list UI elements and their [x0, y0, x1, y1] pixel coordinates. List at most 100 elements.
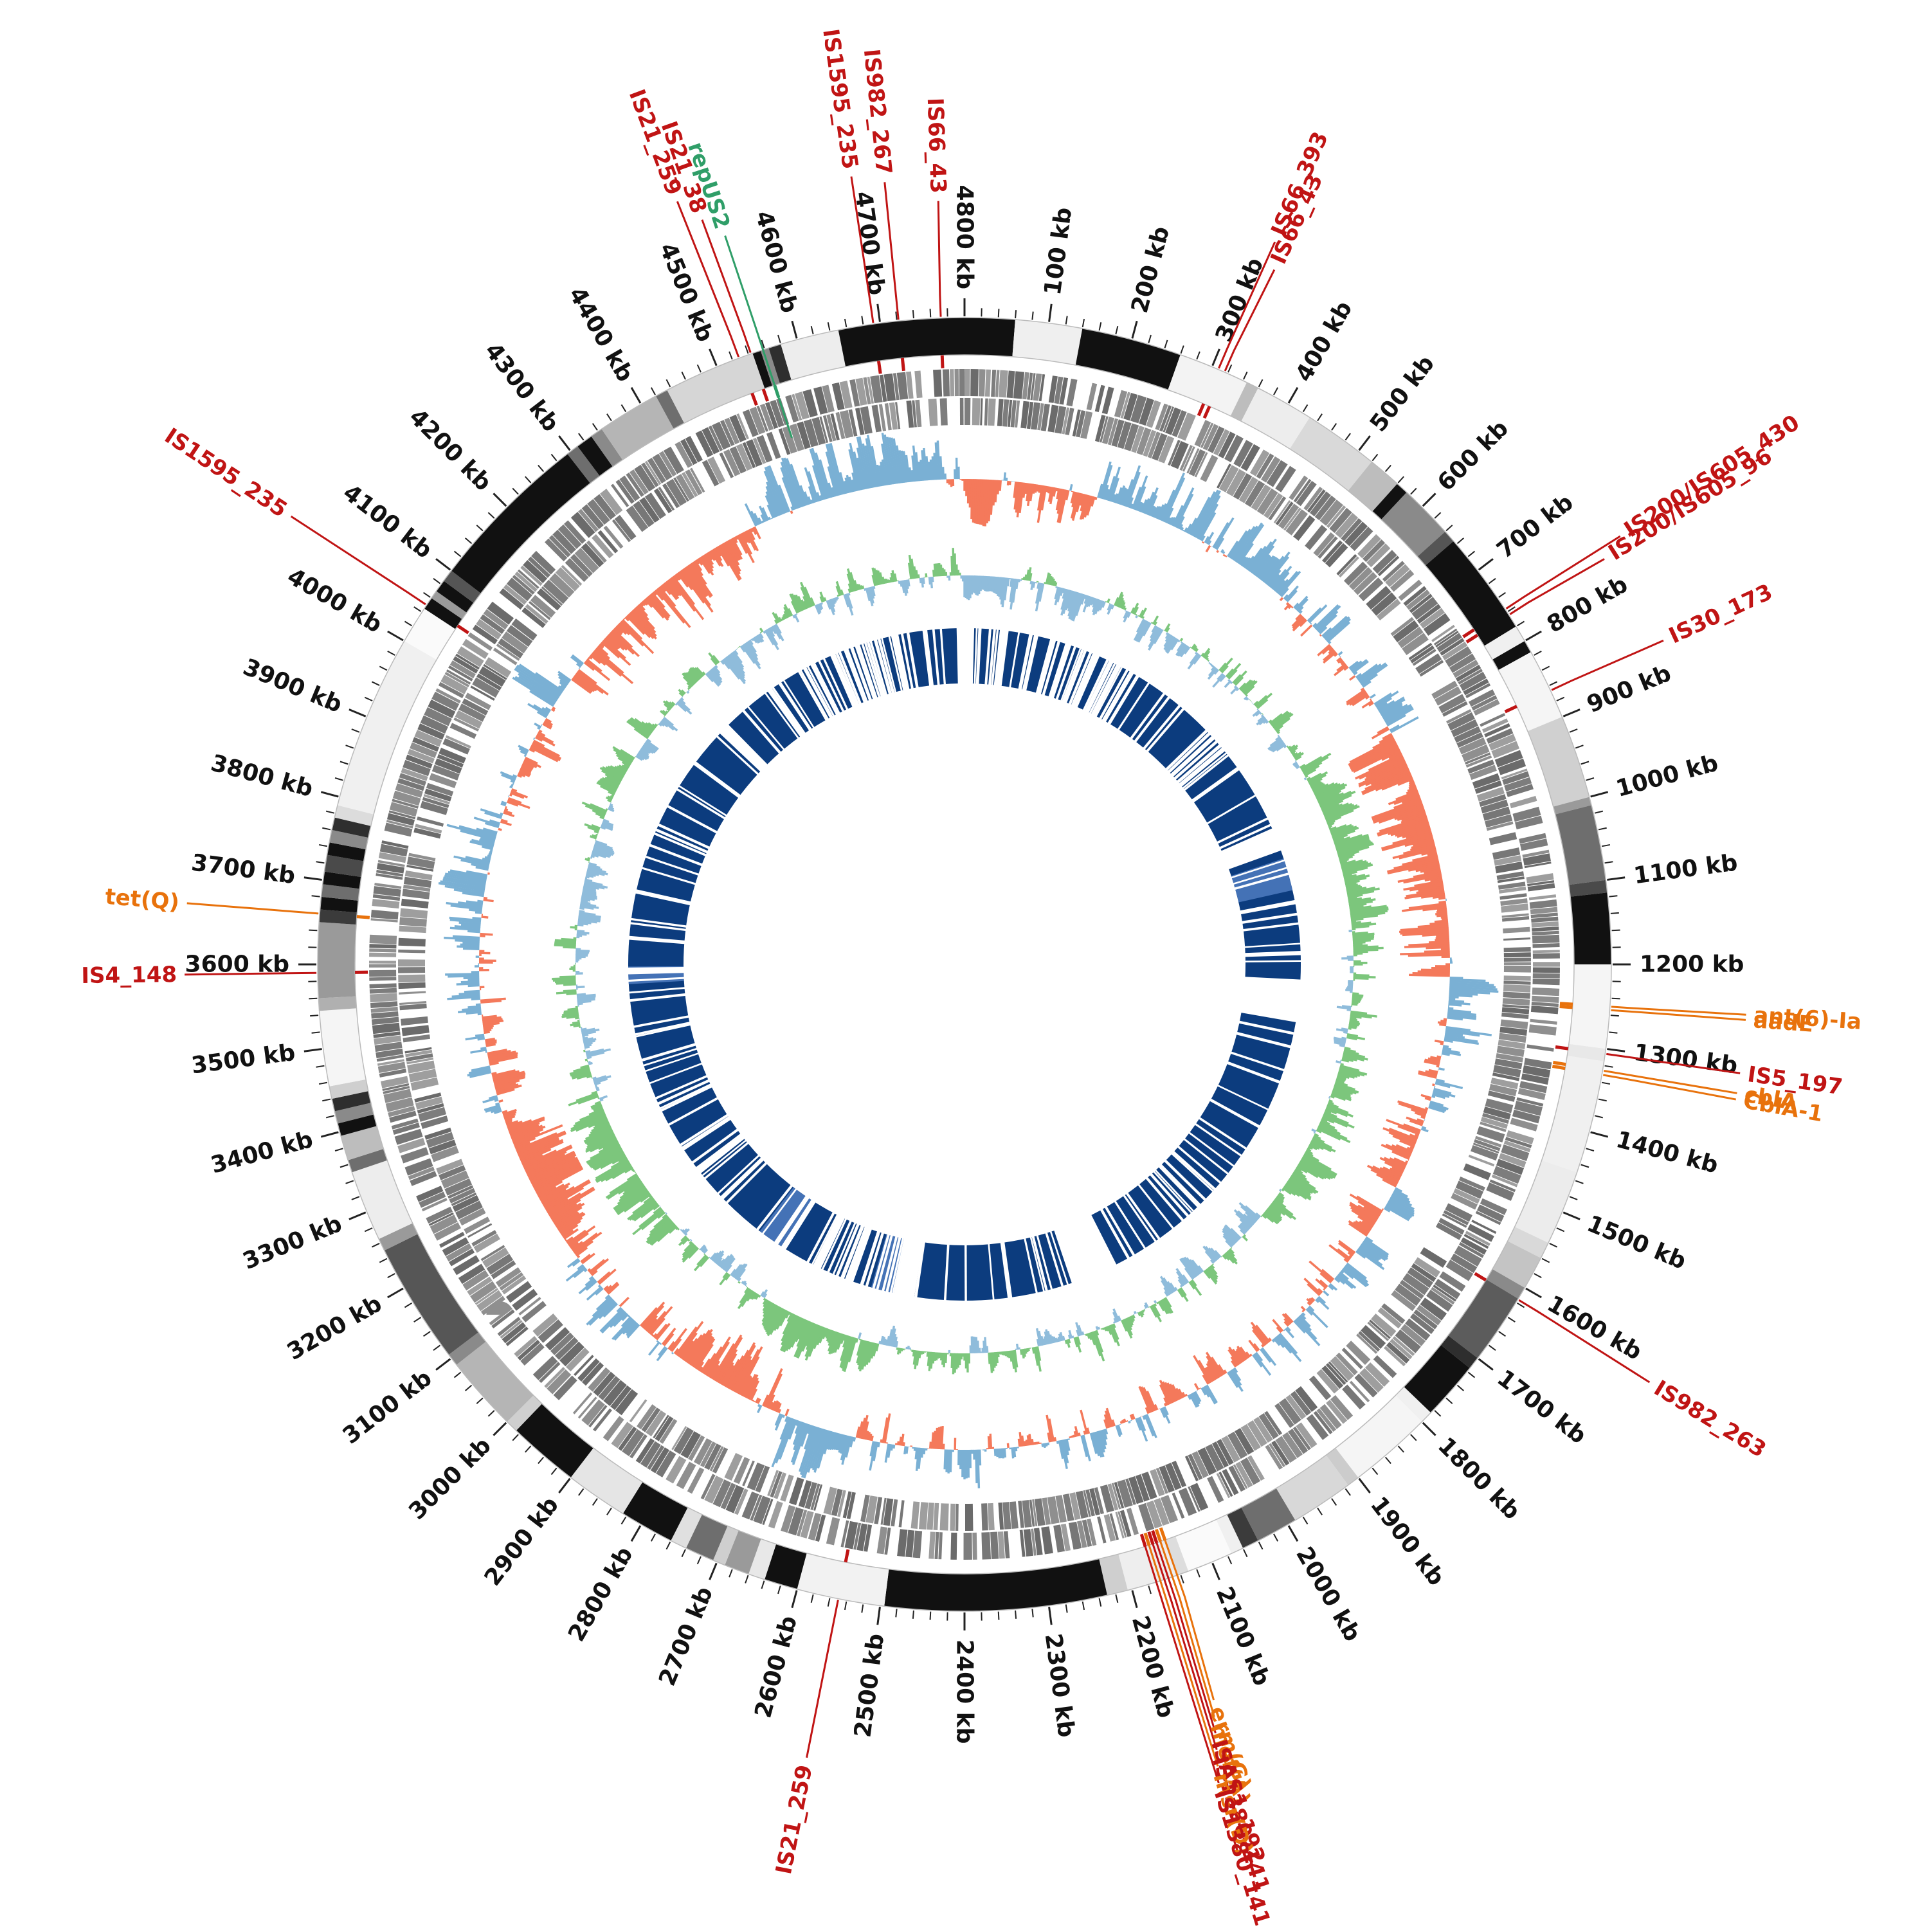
gene-block: [431, 1197, 434, 1202]
gene-block: [687, 1443, 694, 1447]
gene-block: [571, 575, 573, 577]
gene-block: [637, 1445, 640, 1447]
gene-block: [1063, 1537, 1068, 1538]
gene-block: [637, 1410, 639, 1411]
tick-label: 2700 kb: [654, 1583, 718, 1690]
gc-skew-bar: [1296, 766, 1300, 768]
contig-segment: [343, 858, 345, 874]
gc-skew-bar: [1178, 640, 1179, 642]
gene-block: [507, 651, 509, 653]
gc-skew-bar: [1096, 1326, 1098, 1330]
gene-block: [597, 1377, 601, 1381]
gene-block: [718, 1492, 725, 1495]
gc-content-bar: [1328, 642, 1330, 644]
gene-block: [1476, 1168, 1478, 1175]
gene-block: [1325, 1419, 1328, 1422]
minor-tick: [466, 538, 472, 543]
annotation-tick: [458, 626, 469, 633]
minor-tick: [551, 1468, 556, 1474]
minor-tick: [316, 862, 325, 863]
gene-block: [453, 682, 457, 688]
gc-content-bar: [566, 1267, 584, 1281]
gene-block: [729, 462, 735, 464]
gene-block: [1327, 546, 1329, 548]
minor-tick: [404, 622, 412, 626]
gc-content-bar: [1301, 625, 1312, 636]
gc-skew-bar: [1114, 1321, 1115, 1323]
minor-tick: [1598, 1099, 1607, 1101]
gc-content-bar: [500, 813, 503, 814]
gene-block: [1496, 728, 1498, 732]
gc-skew-bar: [1093, 1332, 1103, 1361]
gene-block: [601, 545, 605, 548]
gene-block: [393, 847, 394, 854]
gene-block: [1527, 1104, 1529, 1112]
minor-tick: [1181, 1575, 1183, 1583]
gene-block: [649, 474, 652, 476]
gc-skew-bar: [918, 574, 919, 578]
gene-block: [654, 1457, 657, 1459]
gene-block: [619, 1396, 623, 1399]
minor-tick: [1032, 1609, 1033, 1617]
gene-block: [440, 705, 443, 712]
gc-content-bar: [1176, 494, 1192, 527]
gene-block: [1495, 1117, 1496, 1120]
gene-block: [1261, 1428, 1266, 1431]
gene-block: [856, 1536, 858, 1537]
gene-block: [1225, 1484, 1227, 1485]
major-tick: [710, 349, 717, 366]
gene-block: [808, 432, 815, 434]
gene-block: [1388, 565, 1390, 567]
gene-block: [1442, 633, 1444, 635]
gene-block: [785, 1518, 792, 1520]
contig-segment: [520, 1409, 529, 1417]
gc-skew-bar: [953, 548, 954, 575]
gene-block: [716, 1458, 718, 1459]
gene-block: [1541, 885, 1542, 889]
gene-block: [671, 458, 678, 462]
major-tick: [304, 1049, 322, 1052]
gene-block: [1206, 467, 1212, 470]
alignment-slit: [628, 970, 684, 971]
major-tick: [1132, 1591, 1137, 1608]
tick-label: 1100 kb: [1632, 849, 1739, 889]
gene-block: [493, 1252, 494, 1254]
gene-block: [612, 1391, 619, 1396]
gc-content-bar: [445, 974, 479, 975]
gene-block: [874, 418, 880, 419]
gene-block: [543, 1365, 548, 1371]
contig-segment: [337, 997, 338, 1009]
gene-block: [1368, 1340, 1370, 1342]
minor-tick: [365, 1228, 372, 1231]
gc-skew-bar: [1282, 1189, 1284, 1191]
gene-block: [1514, 1149, 1516, 1157]
gene-block: [673, 491, 680, 494]
gc-skew-bar: [941, 1353, 942, 1360]
gene-block: [808, 1495, 813, 1496]
gene-block: [1192, 460, 1194, 461]
gene-block: [1160, 416, 1164, 417]
gene-block: [1486, 1147, 1487, 1149]
gc-skew-bar: [1246, 695, 1247, 696]
minor-tick: [1332, 1499, 1336, 1506]
minor-tick: [1557, 1228, 1564, 1231]
gene-block: [1366, 1343, 1368, 1345]
gene-block: [1422, 605, 1427, 611]
gene-block: [1526, 810, 1528, 818]
gene-block: [801, 435, 806, 437]
gene-block: [1509, 1055, 1510, 1060]
gc-content-bar: [1444, 1040, 1453, 1042]
gc-content-bar: [1217, 550, 1218, 552]
gc-skew-bar: [1145, 1305, 1146, 1308]
gene-block: [1368, 587, 1373, 592]
gene-block: [508, 1325, 510, 1328]
gc-skew-bar: [687, 692, 689, 693]
gc-skew-bar: [1017, 579, 1018, 589]
minor-tick: [488, 1411, 494, 1416]
minor-tick: [913, 310, 914, 318]
gc-skew-bar: [1347, 1009, 1351, 1010]
gene-block: [1119, 1525, 1121, 1526]
gene-block: [430, 729, 433, 735]
minor-tick: [1372, 455, 1377, 461]
gene-block: [1318, 502, 1323, 506]
